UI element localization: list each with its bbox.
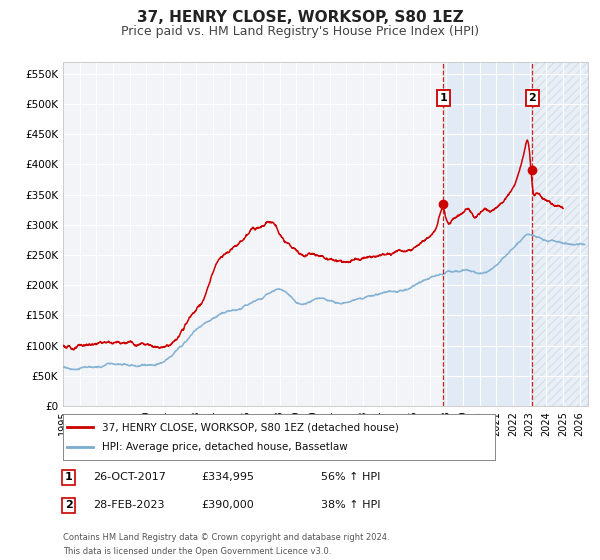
Text: 37, HENRY CLOSE, WORKSOP, S80 1EZ (detached house): 37, HENRY CLOSE, WORKSOP, S80 1EZ (detac… [102,422,399,432]
Text: HPI: Average price, detached house, Bassetlaw: HPI: Average price, detached house, Bass… [102,442,347,452]
Text: 28-FEB-2023: 28-FEB-2023 [93,500,164,510]
Text: 37, HENRY CLOSE, WORKSOP, S80 1EZ: 37, HENRY CLOSE, WORKSOP, S80 1EZ [137,10,463,25]
Bar [532,62,588,406]
Text: 2: 2 [529,93,536,103]
Text: Price paid vs. HM Land Registry's House Price Index (HPI): Price paid vs. HM Land Registry's House … [121,25,479,38]
Text: 26-OCT-2017: 26-OCT-2017 [93,472,166,482]
Text: 38% ↑ HPI: 38% ↑ HPI [321,500,380,510]
Text: 2: 2 [65,500,73,510]
Text: 1: 1 [65,472,73,482]
Text: 1: 1 [439,93,447,103]
Text: This data is licensed under the Open Government Licence v3.0.: This data is licensed under the Open Gov… [63,547,331,556]
Bar [443,62,532,406]
Text: £334,995: £334,995 [201,472,254,482]
Text: £390,000: £390,000 [201,500,254,510]
Text: Contains HM Land Registry data © Crown copyright and database right 2024.: Contains HM Land Registry data © Crown c… [63,533,389,542]
Text: 56% ↑ HPI: 56% ↑ HPI [321,472,380,482]
